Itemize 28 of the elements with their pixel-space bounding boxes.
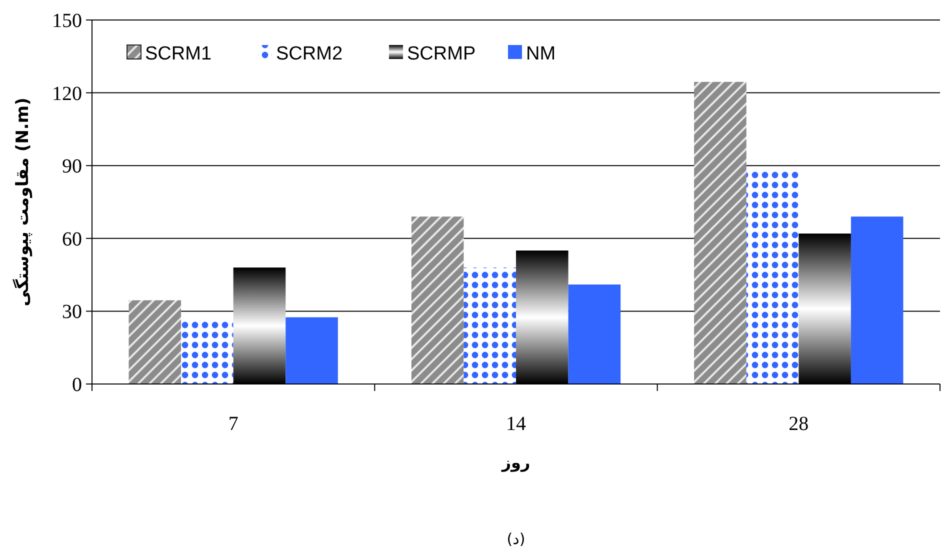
bar	[850, 216, 904, 384]
legend-label: SCRM1	[145, 44, 212, 65]
x-tick-label: 14	[506, 413, 526, 435]
y-tick-label: 150	[52, 10, 82, 32]
text: (د)	[506, 530, 526, 548]
y-tick-label: 60	[62, 228, 82, 250]
legend-label: SCRMP	[407, 44, 476, 65]
y-axis-title: مقاومت پیوستگی (N.m)	[12, 98, 33, 306]
bar	[128, 300, 182, 384]
bar	[233, 268, 286, 384]
bar	[798, 234, 851, 384]
y-tick-label: 0	[72, 374, 82, 396]
x-axis-title: روز	[500, 453, 530, 472]
bar	[568, 284, 621, 384]
y-tick-label: 30	[62, 301, 82, 324]
y-tick-label: 120	[52, 82, 82, 105]
x-tick-label: 7	[228, 413, 238, 435]
y-tick-label: 90	[62, 156, 82, 178]
bar	[286, 317, 338, 384]
bar	[464, 268, 516, 384]
bar	[746, 169, 799, 384]
bar	[516, 250, 568, 384]
bar	[181, 318, 234, 384]
bar	[694, 82, 746, 384]
legend-label: NM	[526, 44, 556, 65]
bar	[411, 216, 464, 384]
x-tick-label: 28	[788, 413, 809, 435]
legend-label: SCRM2	[276, 44, 343, 65]
